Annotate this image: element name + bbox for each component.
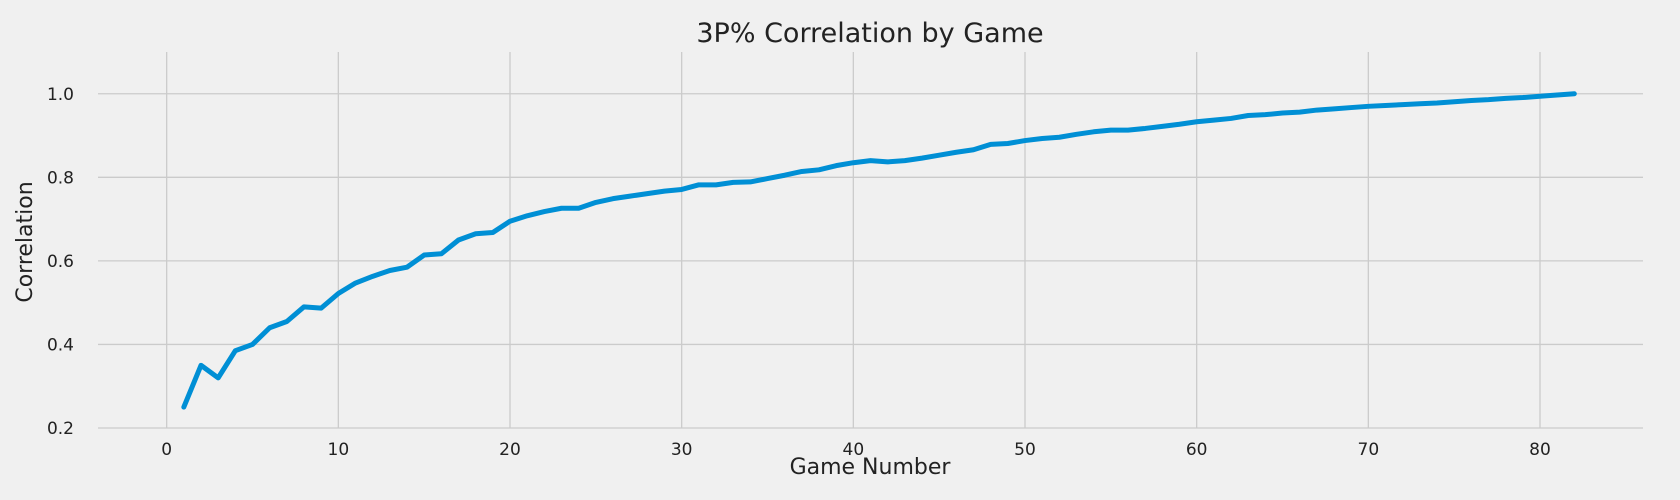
x-gridlines xyxy=(166,52,1541,428)
x-tick-label: 0 xyxy=(161,440,172,460)
y-tick-label: 0.6 xyxy=(47,252,74,272)
x-tick-label: 30 xyxy=(671,440,693,460)
x-tick-labels: 0 10 20 30 40 50 60 70 80 xyxy=(161,440,1551,460)
x-tick-label: 60 xyxy=(1186,440,1208,460)
x-tick-label: 80 xyxy=(1529,440,1551,460)
series-line xyxy=(181,91,1577,410)
y-tick-labels: 0.2 0.4 0.6 0.8 1.0 xyxy=(47,85,74,439)
x-tick-label: 50 xyxy=(1014,440,1036,460)
x-tick-label: 70 xyxy=(1358,440,1380,460)
y-axis-label: Correlation xyxy=(13,181,38,302)
chart-title: 3P% Correlation by Game xyxy=(696,18,1043,49)
y-tick-label: 0.4 xyxy=(47,335,74,355)
y-tick-label: 0.8 xyxy=(47,168,74,188)
x-tick-label: 40 xyxy=(843,440,865,460)
x-tick-label: 10 xyxy=(328,440,350,460)
y-tick-label: 0.2 xyxy=(47,419,74,439)
y-tick-label: 1.0 xyxy=(47,85,74,105)
y-gridlines xyxy=(98,93,1643,429)
x-axis-label: Game Number xyxy=(790,455,952,480)
x-tick-label: 20 xyxy=(499,440,521,460)
